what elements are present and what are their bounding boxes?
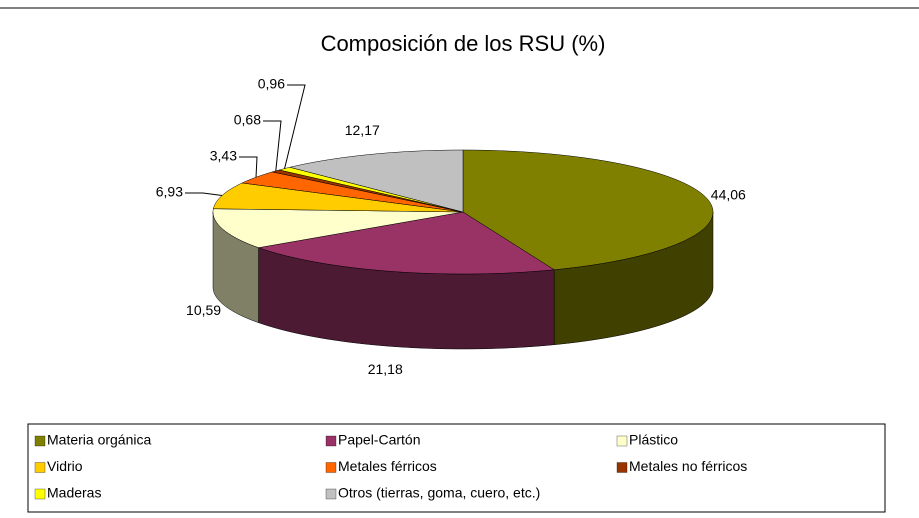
slice bbox=[241, 171, 464, 213]
leader-line bbox=[185, 192, 223, 196]
leader-line bbox=[263, 120, 282, 171]
leader-line bbox=[284, 84, 306, 169]
legend-swatch bbox=[616, 435, 628, 447]
data-label: 12,17 bbox=[345, 122, 380, 138]
legend-swatch bbox=[325, 462, 337, 473]
legend-box bbox=[27, 423, 886, 513]
legend-label: Otros (tierras, goma, cuero, etc.) bbox=[338, 485, 540, 501]
slice bbox=[212, 208, 464, 248]
legend-swatch bbox=[325, 435, 337, 447]
data-label: 6,93 bbox=[156, 184, 183, 200]
legend-label: Maderas bbox=[47, 485, 101, 501]
legend-swatch bbox=[325, 488, 337, 500]
chart-title: Composición de los RSU (%) bbox=[321, 31, 606, 56]
legend-label: Metales férricos bbox=[338, 458, 437, 474]
slice bbox=[258, 211, 555, 275]
data-label: 10,59 bbox=[186, 302, 221, 318]
legend-swatch bbox=[616, 462, 628, 473]
slice bbox=[289, 149, 464, 213]
legend-label: Plástico bbox=[629, 432, 678, 448]
legend-swatch bbox=[34, 462, 46, 473]
legend-label: Vidrio bbox=[47, 458, 83, 474]
data-label: 3,43 bbox=[210, 148, 237, 164]
leader-line bbox=[239, 156, 258, 178]
data-label: 44,06 bbox=[711, 187, 746, 203]
legend-label: Papel-Cartón bbox=[338, 432, 421, 448]
legend-swatch bbox=[34, 488, 46, 500]
data-label: 0,68 bbox=[234, 112, 261, 128]
legend-swatch bbox=[34, 435, 46, 447]
data-label: 0,96 bbox=[258, 76, 285, 92]
legend-label: Materia orgánica bbox=[47, 432, 151, 448]
legend-label: Metales no férricos bbox=[629, 458, 747, 474]
data-label: 21,18 bbox=[368, 361, 403, 377]
slice bbox=[462, 149, 714, 270]
